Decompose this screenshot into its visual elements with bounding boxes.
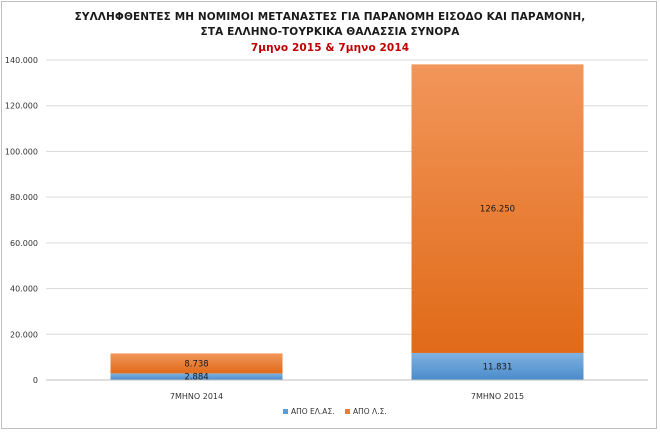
y-tick-label: 40.000 <box>10 285 38 294</box>
bar-segment <box>411 64 584 353</box>
legend-label: ΑΠΟ Λ.Σ. <box>353 407 387 416</box>
x-tick-label: 7ΜΗΝΟ 2014 <box>170 392 223 401</box>
y-tick-label: 60.000 <box>10 239 38 248</box>
y-tick-label: 120.000 <box>5 102 38 111</box>
data-label: 126.250 <box>480 205 515 215</box>
bar-segment <box>110 353 283 374</box>
y-tick-label: 100.000 <box>5 147 38 156</box>
y-tick-label: 140.000 <box>5 56 38 65</box>
y-tick-label: 80.000 <box>10 193 38 202</box>
data-label: 11.831 <box>483 362 513 372</box>
y-tick-label: 20.000 <box>10 330 38 339</box>
legend-label: ΑΠΟ ΕΛ.ΑΣ. <box>291 407 335 416</box>
legend-swatch <box>345 409 350 414</box>
data-label: 2.884 <box>184 373 208 383</box>
bar-segment <box>411 352 584 380</box>
chart-title-line-2: ΣΤΑ ΕΛΛΗΝΟ-ΤΟΥΡΚΙΚΑ ΘΑΛΑΣΣΙΑ ΣΥΝΟΡΑ <box>200 26 460 38</box>
y-tick-label: 0 <box>33 376 38 385</box>
x-tick-label: 7ΜΗΝΟ 2015 <box>471 392 524 401</box>
chart-subtitle: 7μηνο 2015 & 7μηνο 2014 <box>250 42 410 54</box>
legend-swatch <box>283 409 288 414</box>
bar-segment <box>110 373 283 380</box>
data-label: 8.738 <box>184 359 208 369</box>
chart-title: ΣΥΛΛΗΦΘΕΝΤΕΣ ΜΗ ΝΟΜΙΜΟΙ ΜΕΤΑΝΑΣΤΕΣ ΓΙΑ Π… <box>74 11 586 23</box>
